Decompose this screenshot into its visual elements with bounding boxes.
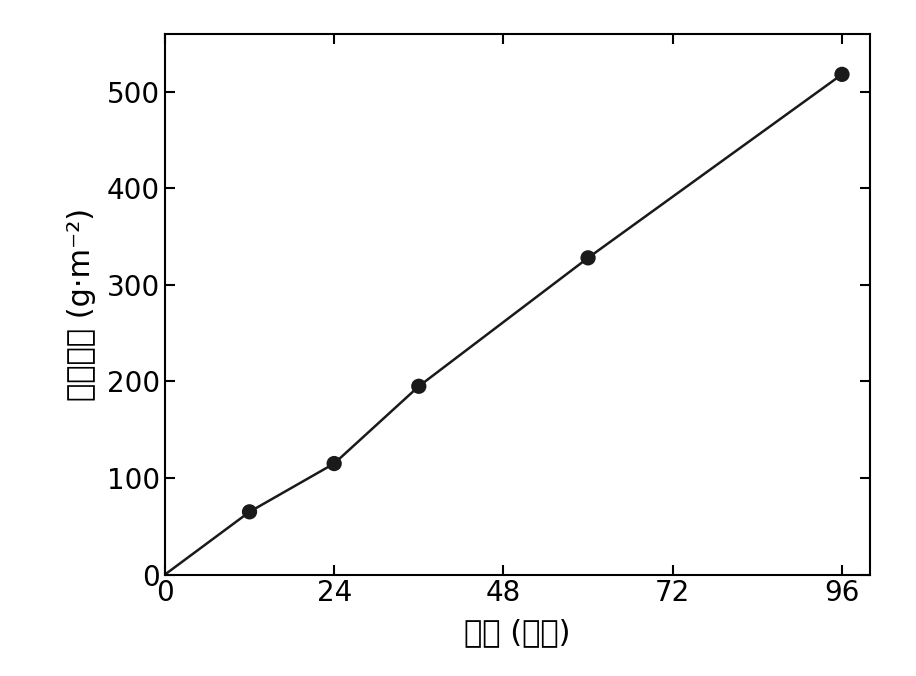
Point (411, 381, 426, 391)
Point (327, 458, 342, 469)
Y-axis label: 腥蚀失重 (g·m⁻²): 腥蚀失重 (g·m⁻²) (67, 208, 95, 401)
X-axis label: 时间 (小时): 时间 (小时) (464, 619, 571, 648)
Point (834, 69, 849, 80)
Point (581, 252, 595, 263)
Point (242, 506, 256, 517)
